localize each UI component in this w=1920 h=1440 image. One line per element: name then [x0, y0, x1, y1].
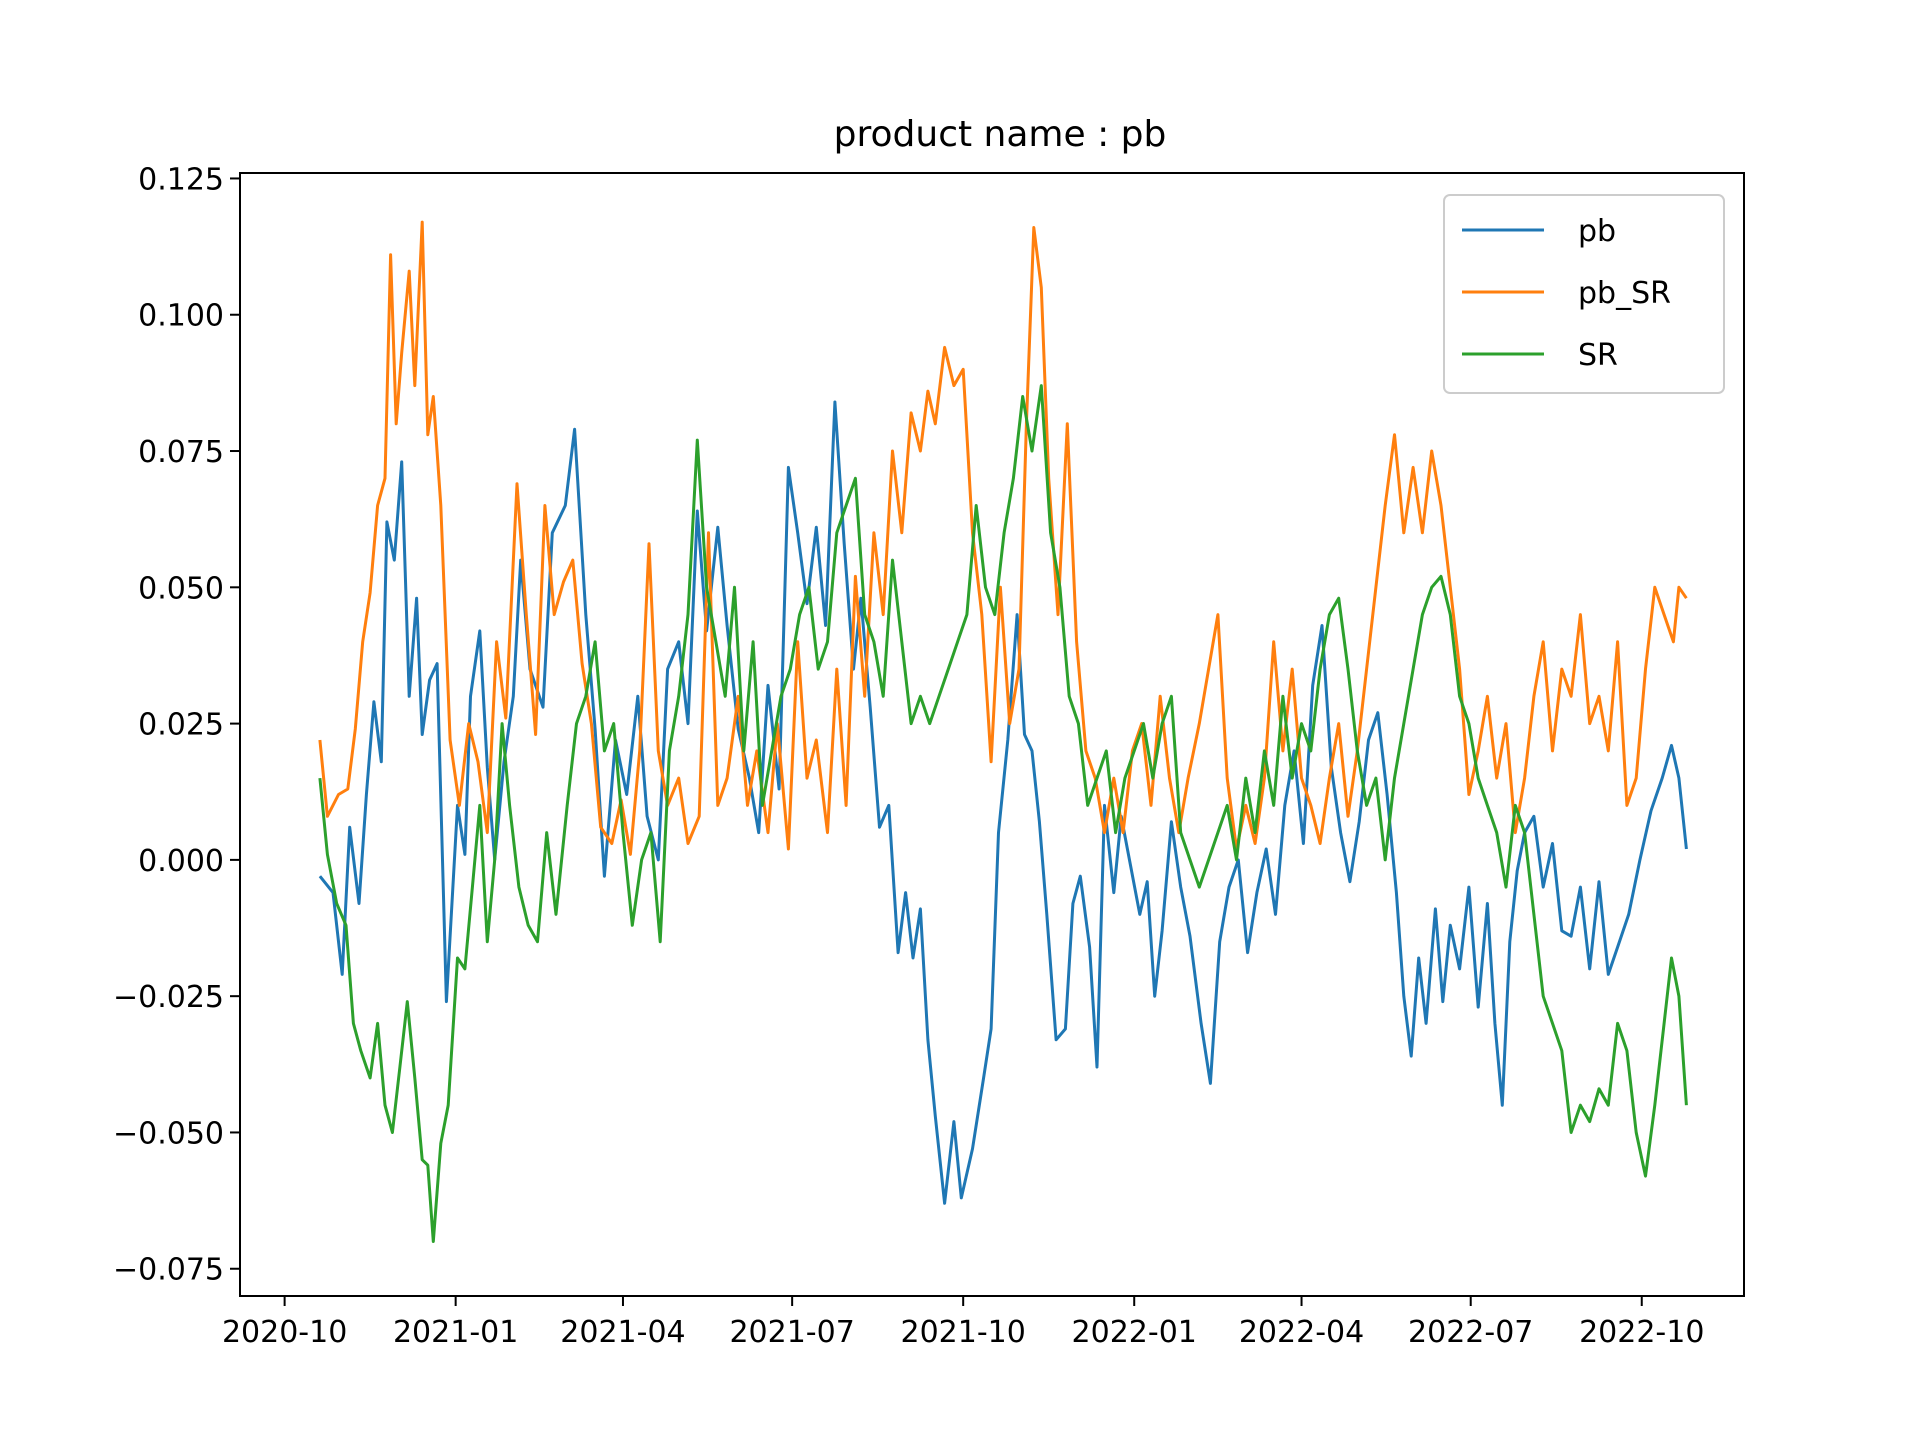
legend: pb pb_SR SR — [1443, 194, 1725, 394]
y-tick-label: 0.100 — [138, 299, 224, 334]
y-tick-label: 0.000 — [138, 844, 224, 879]
y-tick-label: 0.025 — [138, 708, 224, 743]
legend-label: pb_SR — [1578, 276, 1671, 311]
series-line-pb-sr — [318, 220, 1688, 856]
y-tick-label: 0.125 — [138, 162, 224, 197]
y-tick-label: −0.075 — [113, 1253, 224, 1288]
y-tick-label: −0.050 — [113, 1116, 224, 1151]
series-line-sr — [318, 384, 1688, 1243]
x-tick-label: 2021-10 — [901, 1315, 1026, 1350]
x-tick-label: 2022-10 — [1579, 1315, 1704, 1350]
x-tick-label: 2021-07 — [729, 1315, 854, 1350]
legend-box — [1443, 194, 1725, 394]
legend-label: pb — [1578, 214, 1616, 249]
x-tick-label: 2021-01 — [393, 1315, 518, 1350]
legend-label: SR — [1578, 338, 1618, 373]
x-tick-label: 2022-04 — [1239, 1315, 1364, 1350]
chart-title: product name : pb — [834, 114, 1167, 155]
x-tick-label: 2020-10 — [222, 1315, 347, 1350]
plot-area-frame — [239, 172, 1745, 1297]
y-tick-label: 0.075 — [138, 435, 224, 470]
x-tick-label: 2022-07 — [1408, 1315, 1533, 1350]
x-tick-label: 2021-04 — [560, 1315, 685, 1350]
y-axis: 0.125 0.100 0.075 0.050 0.025 0.000 −0.025 −0.0… — [113, 162, 240, 1288]
x-axis: 2020-10 2021-01 2021-04 2021-07 2021-10 2022-… — [222, 1296, 1704, 1350]
plot-lines — [318, 220, 1688, 1243]
y-tick-label: −0.025 — [113, 980, 224, 1015]
x-tick-label: 2022-01 — [1072, 1315, 1197, 1350]
y-tick-label: 0.050 — [138, 571, 224, 606]
